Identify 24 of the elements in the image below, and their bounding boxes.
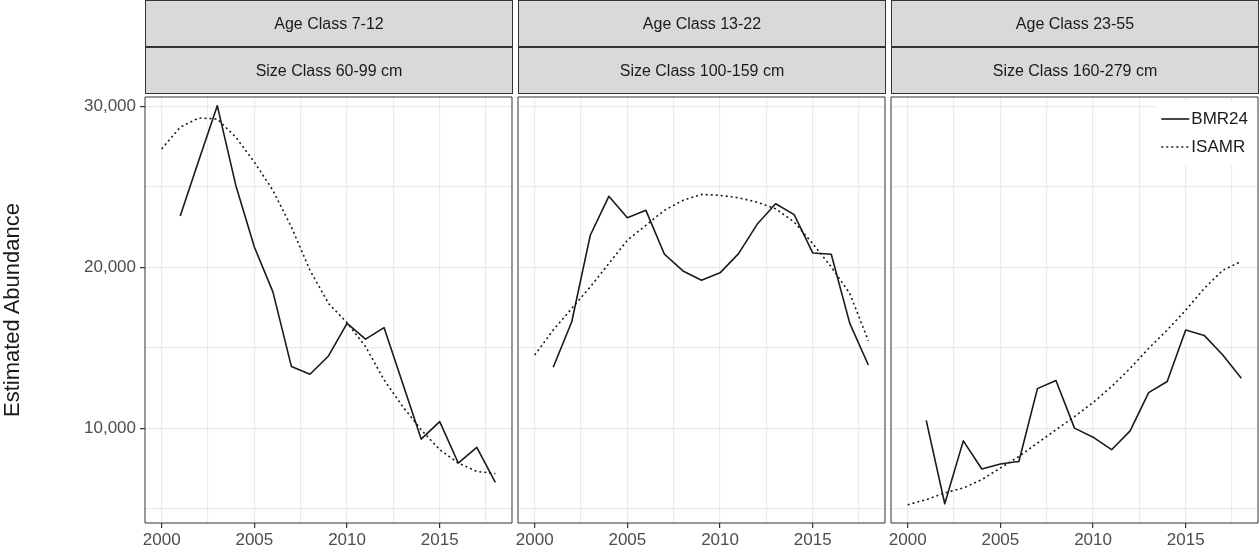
x-tick-label: 2015 [1166, 529, 1205, 549]
x-tick-label: 2005 [981, 529, 1020, 549]
chart-subtitle: Size Class 160-279 cm [891, 47, 1259, 94]
x-tick-label: 2015 [420, 529, 459, 549]
chart-subtitle: Size Class 60-99 cm [145, 47, 513, 94]
y-axis-title: Estimated Abundance [0, 202, 25, 418]
x-tick-label: 2000 [142, 529, 181, 549]
x-tick-label: 2005 [235, 529, 274, 549]
chart-subtitle: Size Class 100-159 cm [518, 47, 886, 94]
chart-title: Age Class 23-55 [891, 0, 1259, 47]
legend-label: ISAMR [1191, 136, 1246, 156]
y-tick-label: 20,000 [84, 257, 136, 277]
x-tick-label: 2010 [328, 529, 366, 549]
x-tick-label: 2015 [793, 529, 832, 549]
x-tick-label: 2000 [515, 529, 554, 549]
x-tick-label: 2005 [608, 529, 647, 549]
chart-title: Age Class 13-22 [518, 0, 886, 47]
chart-title: Age Class 7-12 [145, 0, 513, 47]
legend-label: BMR24 [1191, 108, 1248, 128]
y-tick-label: 10,000 [84, 417, 136, 437]
x-tick-label: 2010 [1074, 529, 1112, 549]
x-tick-label: 2010 [701, 529, 739, 549]
x-tick-label: 2000 [888, 529, 927, 549]
y-tick-label: 30,000 [84, 96, 136, 116]
